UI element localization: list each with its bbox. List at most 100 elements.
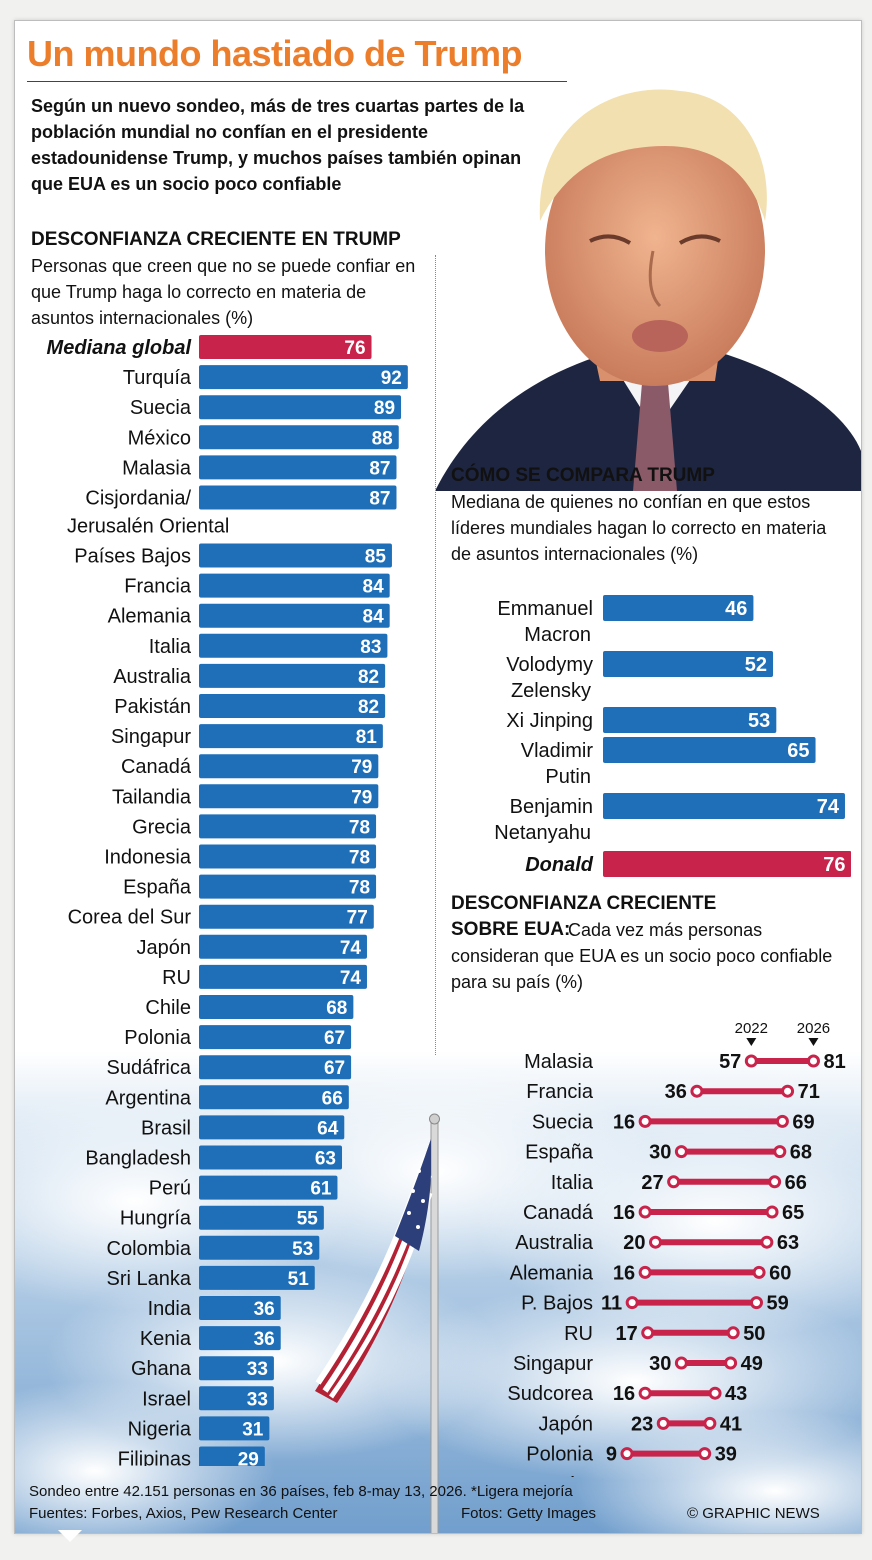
- section3-heading2: SOBRE EUA:: [451, 919, 571, 940]
- category-label: Chile: [145, 997, 191, 1019]
- bar-value-label: 78: [349, 878, 370, 899]
- year-label-2026: 2026: [797, 1020, 830, 1037]
- bar: [199, 1085, 349, 1110]
- bar-value-label: 81: [356, 727, 378, 748]
- intro-text: Según un nuevo sondeo, más de tres cuart…: [31, 96, 525, 194]
- bar: [603, 595, 754, 621]
- bar-value-label: 82: [358, 667, 379, 688]
- point-2026: [760, 1235, 774, 1249]
- bar: [199, 543, 392, 568]
- category-label: Cisjordania/: [85, 488, 191, 510]
- value-label-right: 69: [792, 1111, 814, 1133]
- category-label: Mediana global: [47, 337, 192, 359]
- category-label: Hungría: [120, 1208, 192, 1230]
- category-label: Bangladesh: [85, 1148, 191, 1170]
- category-label: Kenia: [140, 1328, 192, 1350]
- bar: [199, 964, 367, 989]
- category-label: Nigeria: [128, 1418, 192, 1440]
- value-label-left: 9: [606, 1444, 617, 1466]
- bar: [199, 1446, 265, 1466]
- bar-value-label: 74: [817, 796, 840, 818]
- leader-comparison-bar-chart: 46 Emmanuel Macron 52 Volodymy Zelensky 53 Xi J…: [494, 595, 851, 883]
- frame-notch: [58, 1530, 82, 1542]
- bar: [199, 573, 390, 598]
- bar: [199, 814, 377, 839]
- bar: [603, 851, 851, 877]
- country-label: España: [525, 1142, 594, 1164]
- bar-value-label: 92: [381, 368, 402, 389]
- point-2022: [638, 1386, 652, 1400]
- bar-value-label: 76: [344, 338, 365, 359]
- point-2026: [775, 1114, 789, 1128]
- bar: [199, 485, 397, 510]
- bar-value-label: 36: [254, 1329, 275, 1350]
- category-label: Suecia: [130, 397, 192, 419]
- footer-photos: Fotos: Getty Images: [461, 1505, 597, 1522]
- title-underline: [27, 81, 567, 82]
- footer-credit: © GRAPHIC NEWS: [687, 1505, 820, 1522]
- bar-value-label: 68: [326, 998, 347, 1019]
- bar: [199, 1356, 274, 1381]
- section3-subtitle: consideran que EUA es un socio poco conf…: [451, 946, 833, 992]
- bar-value-label: 82: [358, 697, 379, 718]
- value-label-right: 65: [782, 1202, 804, 1224]
- bar-value-label: 46: [725, 598, 747, 620]
- bar-value-label: 63: [315, 1149, 336, 1170]
- bar: [199, 1386, 274, 1411]
- value-label-right: 63: [777, 1232, 799, 1254]
- point-2022: [674, 1145, 688, 1159]
- leader-name: Xi Jinping: [506, 710, 593, 732]
- down-triangle-2022: [746, 1038, 757, 1046]
- value-label-right: 49: [741, 1353, 763, 1375]
- us-partner-distrust-dumbbell-chart: 2022 2026 Malasia 57 81 Francia 36 71 Suecia 16 69…: [507, 1020, 845, 1477]
- value-label-left: 23: [631, 1413, 653, 1435]
- bar: [199, 724, 383, 749]
- point-2022: [744, 1054, 758, 1068]
- trump-photo: [415, 51, 861, 491]
- point-2022: [690, 1084, 704, 1098]
- bar-value-label: 67: [324, 1058, 345, 1079]
- country-label: Italia: [551, 1172, 594, 1194]
- country-label: Hungría*: [514, 1474, 593, 1477]
- section2-heading: CÓMO SE COMPARA TRUMP: [451, 465, 715, 486]
- value-label-left: 30: [649, 1142, 671, 1164]
- value-label-right: 81: [823, 1051, 845, 1073]
- leader-name: Donald: [525, 854, 594, 876]
- value-label-right: 68: [790, 1142, 812, 1164]
- leader-name: Vladimir: [521, 740, 594, 762]
- section1-heading: DESCONFIANZA CRECIENTE EN TRUMP: [31, 229, 401, 250]
- point-2026: [750, 1296, 763, 1310]
- value-label-right: 43: [725, 1383, 747, 1405]
- category-label: España: [123, 877, 192, 899]
- point-2026: [703, 1416, 717, 1430]
- category-label: Canadá: [121, 756, 192, 778]
- category-label: Polonia: [124, 1027, 192, 1049]
- category-label: Filipinas: [118, 1449, 191, 1467]
- infographic-frame: Un mundo hastiado de Trump Según un nuev…: [14, 20, 862, 1534]
- point-2022: [656, 1416, 670, 1430]
- category-label: Grecia: [132, 816, 192, 838]
- bar: [199, 874, 377, 899]
- value-label-left: 17: [615, 1323, 637, 1345]
- value-label-left: 27: [641, 1172, 663, 1194]
- bar-value-label: 33: [247, 1359, 268, 1380]
- point-2022: [625, 1296, 639, 1310]
- value-label-left: 16: [613, 1202, 635, 1224]
- bar-value-label: 77: [347, 908, 368, 929]
- bar: [199, 365, 408, 390]
- category-label: Japón: [137, 937, 192, 959]
- category-label: Tailandia: [112, 786, 192, 808]
- bar-value-label: 52: [745, 654, 767, 676]
- bar: [199, 425, 399, 450]
- bar-value-label: 76: [823, 854, 845, 876]
- category-label: Alemania: [108, 606, 192, 628]
- bar-value-label: 78: [349, 817, 370, 838]
- point-2022: [641, 1326, 655, 1340]
- leader-name-line2: Netanyahu: [494, 822, 591, 844]
- point-2026: [698, 1447, 712, 1461]
- bar: [199, 663, 386, 688]
- category-label: Indonesia: [104, 847, 192, 869]
- bar: [603, 737, 816, 763]
- category-label: Sri Lanka: [107, 1268, 192, 1290]
- category-label: Sudáfrica: [107, 1057, 192, 1079]
